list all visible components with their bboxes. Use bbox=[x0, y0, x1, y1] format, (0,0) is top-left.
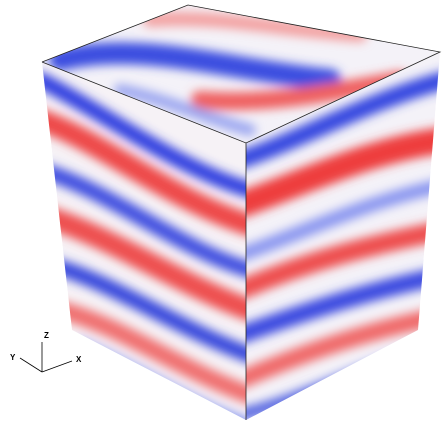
axis-label-z: Z bbox=[44, 331, 49, 340]
axis-label-y: Y bbox=[10, 353, 16, 362]
page: Z X Y (() => { const data = JSON.parse(d… bbox=[0, 0, 444, 423]
axis-label-x: X bbox=[76, 355, 82, 364]
axis-triad bbox=[20, 342, 72, 372]
scene: Z X Y bbox=[0, 0, 444, 423]
